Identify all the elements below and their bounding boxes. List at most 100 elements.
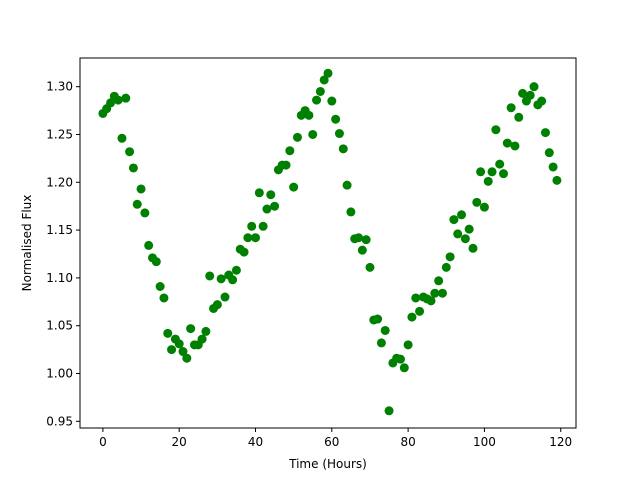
- data-point: [525, 90, 535, 100]
- data-point: [167, 345, 177, 355]
- data-point: [315, 86, 325, 96]
- data-point: [113, 95, 123, 105]
- x-tick-label: 120: [549, 435, 572, 449]
- data-point: [155, 282, 165, 292]
- data-point: [445, 252, 455, 262]
- data-point: [373, 314, 383, 324]
- data-point: [212, 300, 222, 310]
- data-point: [483, 176, 493, 186]
- data-point: [491, 125, 501, 135]
- data-point: [361, 235, 371, 245]
- data-point: [529, 82, 539, 92]
- data-point: [395, 354, 405, 364]
- data-point: [449, 215, 459, 225]
- data-point: [292, 132, 302, 142]
- data-point: [243, 233, 253, 243]
- data-point: [197, 334, 207, 344]
- data-point: [437, 288, 447, 298]
- data-point: [548, 162, 558, 172]
- y-axis-label: Normalised Flux: [20, 195, 34, 292]
- data-point: [262, 204, 272, 214]
- data-point: [163, 328, 173, 338]
- data-point: [319, 75, 329, 85]
- data-point: [411, 293, 421, 303]
- x-tick-label: 20: [172, 435, 187, 449]
- data-point: [140, 208, 150, 218]
- data-point: [239, 247, 249, 257]
- data-point: [201, 326, 211, 336]
- y-tick-label: 1.30: [46, 80, 73, 94]
- data-point: [228, 275, 238, 285]
- data-point: [216, 274, 226, 284]
- x-tick-label: 80: [400, 435, 415, 449]
- data-point: [121, 93, 131, 103]
- data-point: [251, 233, 261, 243]
- data-point: [552, 175, 562, 185]
- y-tick-label: 1.00: [46, 367, 73, 381]
- data-point: [128, 163, 138, 173]
- data-point: [270, 201, 280, 211]
- data-point: [182, 353, 192, 363]
- data-point: [174, 339, 184, 349]
- data-point: [384, 406, 394, 416]
- data-point: [403, 340, 413, 350]
- data-point: [537, 96, 547, 106]
- x-tick-label: 100: [473, 435, 496, 449]
- x-tick-label: 40: [248, 435, 263, 449]
- data-point: [289, 182, 299, 192]
- y-axis-ticks: 0.95 1.00 1.05 1.10 1.15 1.20 1.25 1.30: [46, 80, 80, 428]
- data-point: [247, 221, 257, 231]
- data-point: [205, 271, 215, 281]
- data-point: [376, 338, 386, 348]
- data-point: [220, 292, 230, 302]
- y-tick-label: 1.15: [46, 223, 73, 237]
- data-point: [365, 262, 375, 272]
- y-tick-label: 1.10: [46, 271, 73, 285]
- data-point: [281, 160, 291, 170]
- data-point: [186, 324, 196, 334]
- data-point: [338, 144, 348, 154]
- data-point: [460, 234, 470, 244]
- data-point: [266, 190, 276, 200]
- data-point: [380, 325, 390, 335]
- data-point: [304, 110, 314, 120]
- y-tick-label: 0.95: [46, 414, 73, 428]
- data-point: [346, 207, 356, 217]
- data-point: [476, 167, 486, 177]
- data-point: [231, 265, 241, 275]
- data-point: [430, 288, 440, 298]
- data-point: [499, 169, 509, 179]
- y-tick-label: 1.05: [46, 319, 73, 333]
- x-tick-label: 0: [99, 435, 107, 449]
- data-point: [136, 184, 146, 194]
- x-tick-label: 60: [324, 435, 339, 449]
- data-point: [331, 114, 341, 124]
- data-point: [453, 229, 463, 239]
- data-point: [518, 88, 528, 98]
- data-point: [487, 167, 497, 177]
- data-point: [464, 224, 474, 234]
- data-point: [544, 148, 554, 158]
- y-tick-label: 1.20: [46, 175, 73, 189]
- data-point: [151, 257, 161, 267]
- data-point: [468, 243, 478, 253]
- data-point: [441, 262, 451, 272]
- x-axis-ticks: 0 20 40 60 80 100 120: [99, 428, 572, 449]
- data-point: [479, 202, 489, 212]
- data-point: [334, 129, 344, 139]
- data-point: [514, 112, 524, 122]
- plot-frame: [79, 57, 577, 429]
- data-point: [106, 98, 116, 108]
- data-point: [434, 276, 444, 286]
- data-point: [125, 147, 135, 157]
- data-point: [159, 293, 169, 303]
- data-point: [258, 221, 268, 231]
- data-point: [540, 128, 550, 138]
- data-point: [254, 188, 264, 198]
- data-point: [178, 347, 188, 357]
- data-point: [354, 233, 364, 243]
- data-point: [510, 141, 520, 151]
- y-tick-label: 1.25: [46, 127, 73, 141]
